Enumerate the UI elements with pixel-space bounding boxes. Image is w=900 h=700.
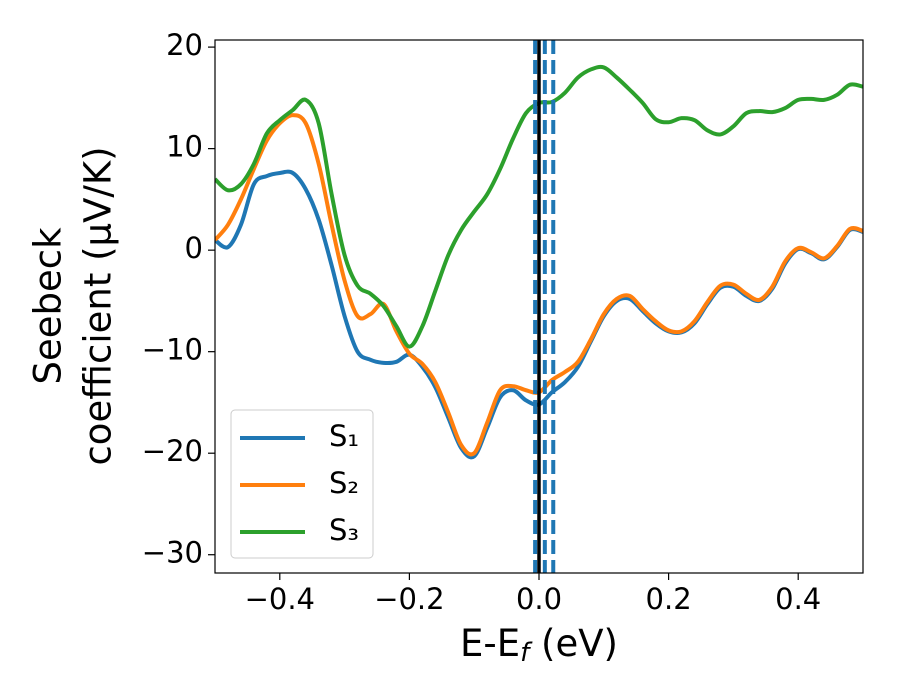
y-tick-label: −30: [142, 536, 203, 570]
y-tick-label: 0: [185, 231, 203, 265]
legend-label: S₃: [329, 513, 359, 547]
y-tick-label: 10: [166, 130, 203, 164]
x-label-part: (eV): [529, 622, 618, 665]
y-tick-label: 20: [166, 28, 203, 62]
y-axis-label: Seebeck coefficient (μV/K): [27, 146, 120, 465]
legend: S₁ S₂ S₃: [230, 409, 374, 559]
y-label-line: coefficient (μV/K): [77, 146, 120, 465]
y-label-line: Seebeck: [27, 227, 70, 385]
x-tick-label: 0.0: [516, 582, 562, 616]
y-tick-label: −20: [142, 434, 203, 468]
y-tick-label: −10: [142, 333, 203, 367]
plot-area: [215, 40, 863, 573]
x-tick-label: −0.2: [374, 582, 444, 616]
legend-label: S₂: [329, 466, 359, 500]
x-tick-label: −0.4: [245, 582, 315, 616]
x-axis-label: E-Ef (eV): [460, 622, 618, 668]
legend-label: S₁: [329, 419, 359, 453]
x-tick-label: 0.4: [775, 582, 821, 616]
x-label-part: E-E: [460, 622, 520, 665]
x-tick-label: 0.2: [646, 582, 692, 616]
